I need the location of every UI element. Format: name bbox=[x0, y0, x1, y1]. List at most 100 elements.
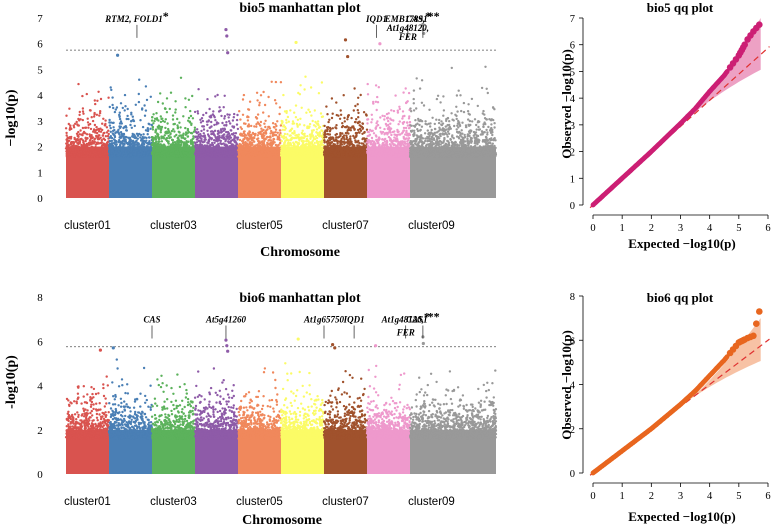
snp-point bbox=[342, 153, 345, 156]
x-axis-label: Chromosome bbox=[260, 245, 340, 260]
snp-point bbox=[156, 135, 160, 138]
snp-point bbox=[271, 122, 275, 125]
snp-point bbox=[436, 152, 439, 155]
snp-point bbox=[165, 152, 168, 156]
snp-point bbox=[399, 133, 402, 136]
snp-point bbox=[288, 150, 291, 153]
snp-point bbox=[106, 140, 110, 143]
snp-point bbox=[493, 126, 496, 129]
snp-point bbox=[346, 115, 350, 119]
snp-point bbox=[401, 151, 405, 154]
snp-point bbox=[196, 112, 200, 115]
snp-point bbox=[283, 143, 286, 146]
snp-point bbox=[141, 125, 145, 129]
snp-point bbox=[100, 145, 104, 148]
snp-point bbox=[98, 142, 101, 145]
snp-point bbox=[211, 143, 214, 147]
snp-point bbox=[154, 153, 158, 156]
snp-point bbox=[342, 94, 345, 97]
snp-point bbox=[426, 129, 429, 132]
snp-point bbox=[205, 149, 209, 152]
snp-point bbox=[167, 127, 170, 131]
snp-point bbox=[394, 153, 397, 156]
snp-point bbox=[355, 132, 358, 135]
snp-point bbox=[210, 130, 214, 133]
snp-point bbox=[449, 147, 452, 151]
y-tick-label: 5 bbox=[37, 64, 43, 76]
snp-point bbox=[296, 149, 300, 153]
snp-point bbox=[397, 123, 400, 126]
snp-point bbox=[373, 142, 376, 146]
snp-point bbox=[219, 128, 223, 131]
snp-point bbox=[110, 136, 114, 140]
cluster-cluster03-points bbox=[150, 76, 197, 198]
snp-point bbox=[375, 125, 378, 128]
snp-point bbox=[229, 129, 232, 132]
snp-point bbox=[267, 139, 270, 142]
snp-point bbox=[197, 135, 200, 138]
snp-point bbox=[323, 124, 326, 128]
snp-point bbox=[214, 136, 217, 139]
snp-point bbox=[367, 130, 370, 134]
snp-point bbox=[125, 141, 128, 145]
snp-point bbox=[78, 113, 81, 117]
snp-point bbox=[72, 142, 76, 145]
snp-point bbox=[434, 145, 437, 149]
snp-point bbox=[372, 140, 376, 143]
snp-point bbox=[270, 80, 273, 84]
y-tick-label: 6 bbox=[37, 39, 43, 51]
snp-point bbox=[121, 141, 124, 144]
x-tick-label: cluster01 bbox=[64, 220, 111, 232]
snp-point bbox=[81, 126, 85, 130]
snp-point bbox=[233, 141, 237, 144]
snp-point bbox=[167, 134, 170, 138]
snp-point bbox=[89, 127, 93, 131]
snp-point bbox=[361, 122, 364, 125]
snp-point bbox=[339, 149, 343, 153]
snp-point bbox=[452, 137, 455, 140]
snp-point bbox=[165, 137, 168, 140]
snp-point bbox=[446, 139, 449, 143]
snp-point bbox=[144, 148, 147, 152]
snp-point bbox=[289, 154, 292, 157]
snp-point bbox=[170, 129, 174, 133]
snp-point bbox=[199, 151, 202, 154]
snp-point bbox=[168, 107, 171, 111]
snp-point bbox=[85, 138, 88, 141]
snp-point bbox=[124, 105, 127, 108]
snp-point bbox=[213, 129, 217, 132]
snp-point bbox=[335, 124, 338, 127]
snp-point bbox=[206, 133, 210, 136]
snp-point bbox=[231, 152, 235, 155]
snp-point bbox=[301, 151, 304, 155]
snp-point bbox=[470, 97, 474, 101]
snp-point bbox=[163, 155, 166, 158]
snp-point bbox=[108, 142, 111, 145]
snp-point bbox=[396, 138, 399, 142]
snp-point bbox=[233, 135, 236, 139]
snp-point bbox=[368, 146, 371, 149]
snp-point bbox=[327, 120, 330, 124]
snp-point bbox=[176, 127, 179, 130]
snp-point bbox=[397, 153, 400, 157]
snp-point bbox=[358, 131, 361, 134]
snp-point bbox=[155, 112, 158, 115]
snp-point bbox=[279, 131, 282, 135]
snp-point bbox=[202, 149, 205, 153]
snp-point bbox=[440, 120, 443, 123]
snp-point bbox=[283, 132, 287, 136]
snp-point bbox=[141, 107, 144, 110]
snp-point bbox=[389, 147, 393, 151]
snp-point bbox=[220, 136, 223, 139]
snp-point bbox=[367, 141, 370, 144]
snp-point bbox=[255, 125, 258, 128]
snp-point bbox=[96, 155, 99, 158]
snp-point bbox=[271, 133, 275, 136]
snp-point bbox=[234, 148, 237, 151]
snp-point bbox=[348, 147, 352, 151]
snp-point bbox=[366, 144, 369, 147]
snp-point bbox=[159, 131, 162, 134]
snp-point bbox=[414, 123, 418, 126]
snp-point bbox=[382, 147, 385, 150]
snp-point bbox=[121, 106, 125, 110]
